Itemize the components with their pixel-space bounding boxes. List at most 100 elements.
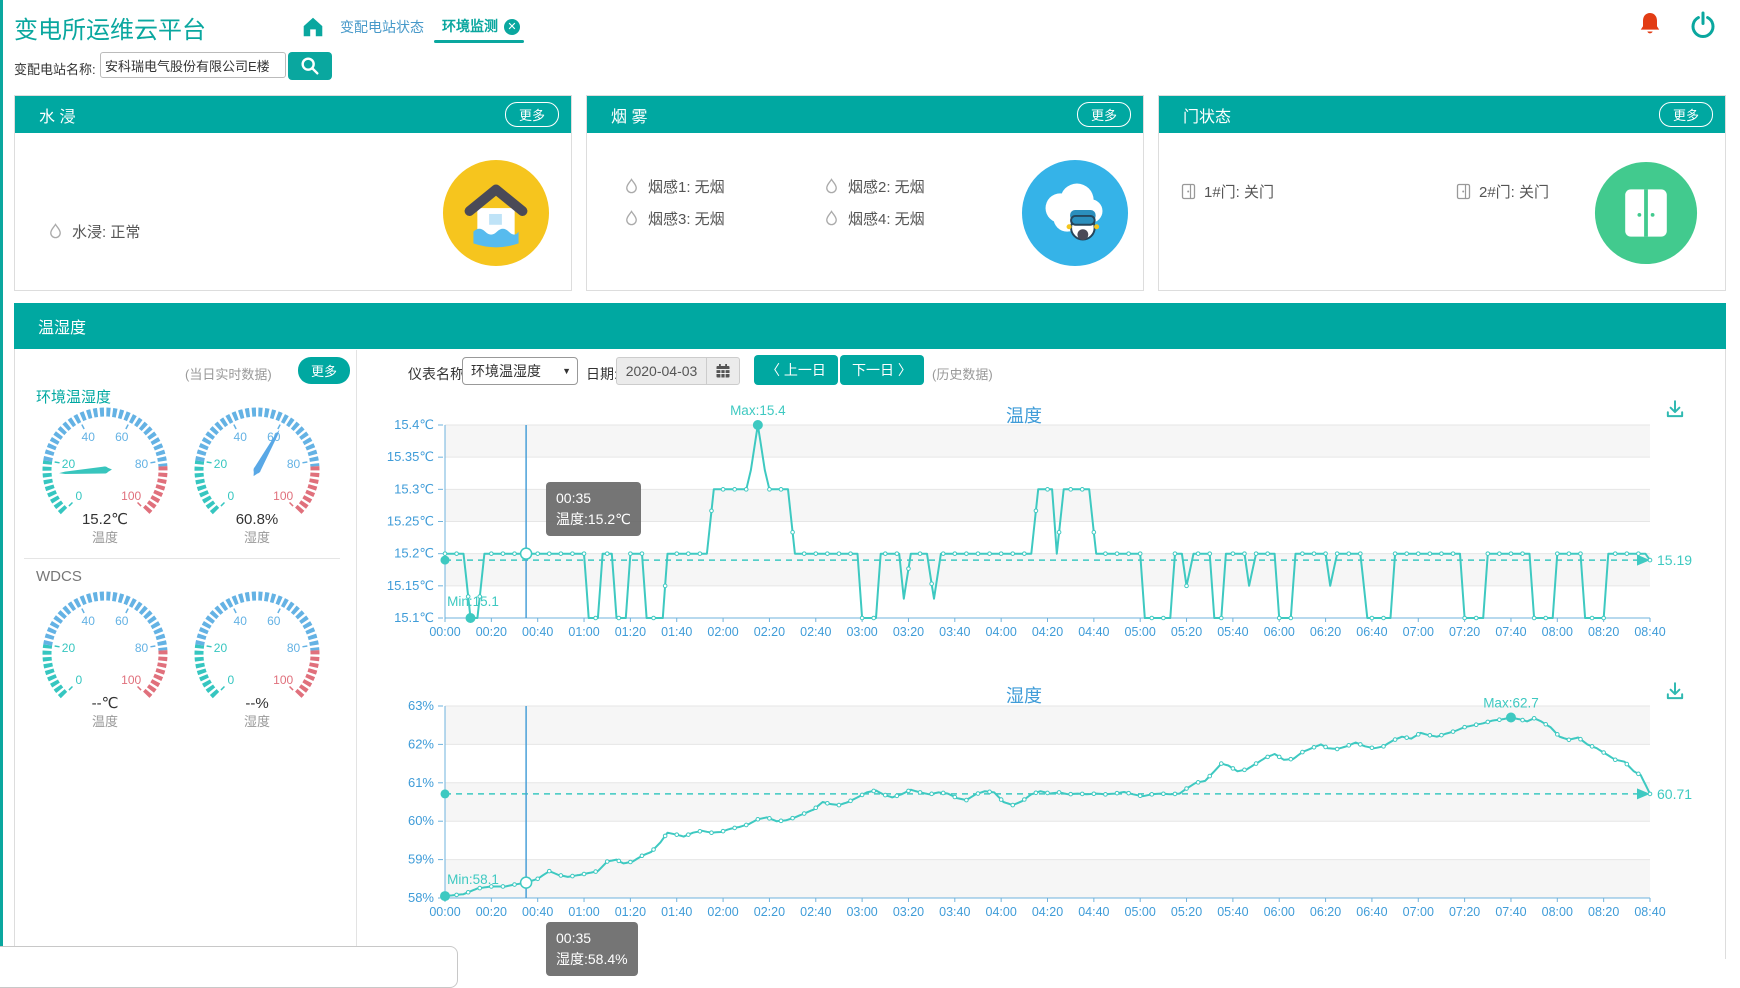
svg-text:100: 100 <box>121 489 141 503</box>
svg-text:05:40: 05:40 <box>1217 905 1248 919</box>
svg-text:00:20: 00:20 <box>476 625 507 639</box>
svg-text:62%: 62% <box>408 736 434 751</box>
svg-text:01:20: 01:20 <box>615 625 646 639</box>
smoke-item-4: 烟感4: 无烟 <box>823 208 925 229</box>
svg-text:15.3℃: 15.3℃ <box>394 481 434 496</box>
gauge-column-divider <box>356 350 357 958</box>
svg-text:00:00: 00:00 <box>429 625 460 639</box>
svg-text:15.1℃: 15.1℃ <box>394 610 434 625</box>
power-icon[interactable] <box>1688 10 1718 40</box>
svg-text:80: 80 <box>135 457 149 471</box>
svg-text:60.71: 60.71 <box>1657 786 1692 802</box>
smoke-item-1: 烟感1: 无烟 <box>623 176 725 197</box>
smoke-sensor-icon <box>623 209 640 228</box>
smoke-panel: 烟 雾 更多 烟感1: 无烟 烟感2: 无烟 烟感3: 无烟 烟感4: 无烟 <box>586 95 1144 291</box>
door-status-icon <box>1594 161 1698 265</box>
door-item-1: 1#门: 关门 <box>1181 181 1274 202</box>
svg-text:04:00: 04:00 <box>986 905 1017 919</box>
station-name-input[interactable] <box>100 52 286 78</box>
svg-text:0: 0 <box>75 489 82 503</box>
chevron-down-icon: ▼ <box>562 366 571 376</box>
svg-text:61%: 61% <box>408 775 434 790</box>
svg-text:60%: 60% <box>408 813 434 828</box>
svg-text:40: 40 <box>82 430 96 444</box>
meter-select[interactable]: 环境温湿度 ▼ <box>462 357 578 385</box>
prev-day-label: 上一日 <box>783 362 826 378</box>
svg-text:100: 100 <box>121 673 141 687</box>
svg-text:80: 80 <box>287 641 301 655</box>
gauge-wdcs-temperature: 0 20 40 60 80 100 --℃ 温度 <box>30 590 180 730</box>
next-day-button[interactable]: 下一日 〉 <box>840 355 924 385</box>
app-title: 变电所运维云平台 <box>14 17 206 44</box>
temp-humidity-header: 温湿度 <box>14 303 1726 349</box>
water-status-item: 水浸: 正常 <box>47 221 140 242</box>
humidity-chart[interactable]: 63% 62% 61% 60% 59% 58%00:00 00:20 00:40 01:00 01… <box>356 655 1726 957</box>
door-icon <box>1181 183 1196 200</box>
svg-text:63%: 63% <box>408 698 434 713</box>
calendar-icon[interactable] <box>706 358 739 384</box>
temperature-chart[interactable]: 15.4℃15.35℃15.3℃15.25℃15.2℃15.15℃15.1℃00… <box>356 392 1726 652</box>
svg-text:06:40: 06:40 <box>1356 905 1387 919</box>
svg-text:Min:58.1: Min:58.1 <box>447 872 499 887</box>
home-icon[interactable] <box>300 14 326 40</box>
svg-text:05:20: 05:20 <box>1171 905 1202 919</box>
svg-text:04:40: 04:40 <box>1078 905 1109 919</box>
svg-text:05:20: 05:20 <box>1171 625 1202 639</box>
gauge-wdcs-humidity: 0 20 40 60 80 100 --% 湿度 <box>182 590 332 730</box>
svg-text:04:20: 04:20 <box>1032 905 1063 919</box>
svg-text:07:20: 07:20 <box>1449 625 1480 639</box>
svg-text:01:00: 01:00 <box>568 905 599 919</box>
svg-text:20: 20 <box>214 457 228 471</box>
smoke-icon <box>1021 159 1129 267</box>
svg-text:0: 0 <box>75 673 82 687</box>
svg-text:80: 80 <box>135 641 149 655</box>
svg-text:03:20: 03:20 <box>893 625 924 639</box>
svg-text:06:00: 06:00 <box>1264 905 1295 919</box>
search-button[interactable] <box>288 52 332 80</box>
gauges-more-button[interactable]: 更多 <box>298 357 351 384</box>
water-panel-title: 水 浸 <box>39 108 76 126</box>
svg-text:20: 20 <box>62 641 76 655</box>
svg-text:60: 60 <box>115 430 129 444</box>
smoke-sensor-icon <box>623 177 640 196</box>
date-label: 日期: <box>586 366 618 382</box>
svg-text:0: 0 <box>227 489 234 503</box>
door-panel-title: 门状态 <box>1183 108 1232 126</box>
gauge-group2-title: WDCS <box>36 568 82 585</box>
tab-close-icon[interactable]: ✕ <box>504 19 520 35</box>
download-icon[interactable] <box>1664 680 1686 702</box>
temperature-tooltip: 00:35 温度:15.2℃ <box>546 482 641 536</box>
svg-text:03:40: 03:40 <box>939 625 970 639</box>
svg-text:02:40: 02:40 <box>800 625 831 639</box>
smoke-item-text: 烟感4: 无烟 <box>848 211 925 228</box>
svg-text:06:20: 06:20 <box>1310 625 1341 639</box>
download-icon[interactable] <box>1664 398 1686 420</box>
tab-station-status[interactable]: 变配电站状态 <box>340 19 424 35</box>
tooltip-time: 00:35 <box>556 490 592 506</box>
svg-text:15.19: 15.19 <box>1657 552 1692 568</box>
svg-text:59%: 59% <box>408 852 434 867</box>
door-panel-header: 门状态 更多 <box>1159 96 1725 133</box>
svg-text:--℃: --℃ <box>92 695 119 712</box>
svg-text:00:20: 00:20 <box>476 905 507 919</box>
tab-env-monitor[interactable]: 环境监测 ✕ <box>442 16 520 36</box>
date-value: 2020-04-03 <box>625 363 698 379</box>
svg-text:湿度: 湿度 <box>244 530 270 545</box>
meter-name-label: 仪表名称: <box>408 366 468 382</box>
svg-text:07:40: 07:40 <box>1495 905 1526 919</box>
svg-text:04:20: 04:20 <box>1032 625 1063 639</box>
smoke-item-text: 烟感3: 无烟 <box>648 211 725 228</box>
smoke-item-2: 烟感2: 无烟 <box>823 176 925 197</box>
date-picker[interactable]: 2020-04-03 <box>616 357 740 385</box>
water-more-button[interactable]: 更多 <box>504 102 559 127</box>
door-more-button[interactable]: 更多 <box>1658 102 1713 127</box>
smoke-more-button[interactable]: 更多 <box>1076 102 1131 127</box>
smoke-sensor-icon <box>823 177 840 196</box>
svg-text:07:00: 07:00 <box>1403 625 1434 639</box>
prev-day-button[interactable]: 〈 上一日 <box>754 355 838 385</box>
svg-text:05:00: 05:00 <box>1125 625 1156 639</box>
gauge-temperature: 0 20 40 60 80 100 15.2℃ 温度 <box>30 406 180 546</box>
bell-icon[interactable] <box>1636 10 1664 40</box>
tooltip-value: 温度:15.2℃ <box>556 511 631 527</box>
svg-text:01:40: 01:40 <box>661 625 692 639</box>
